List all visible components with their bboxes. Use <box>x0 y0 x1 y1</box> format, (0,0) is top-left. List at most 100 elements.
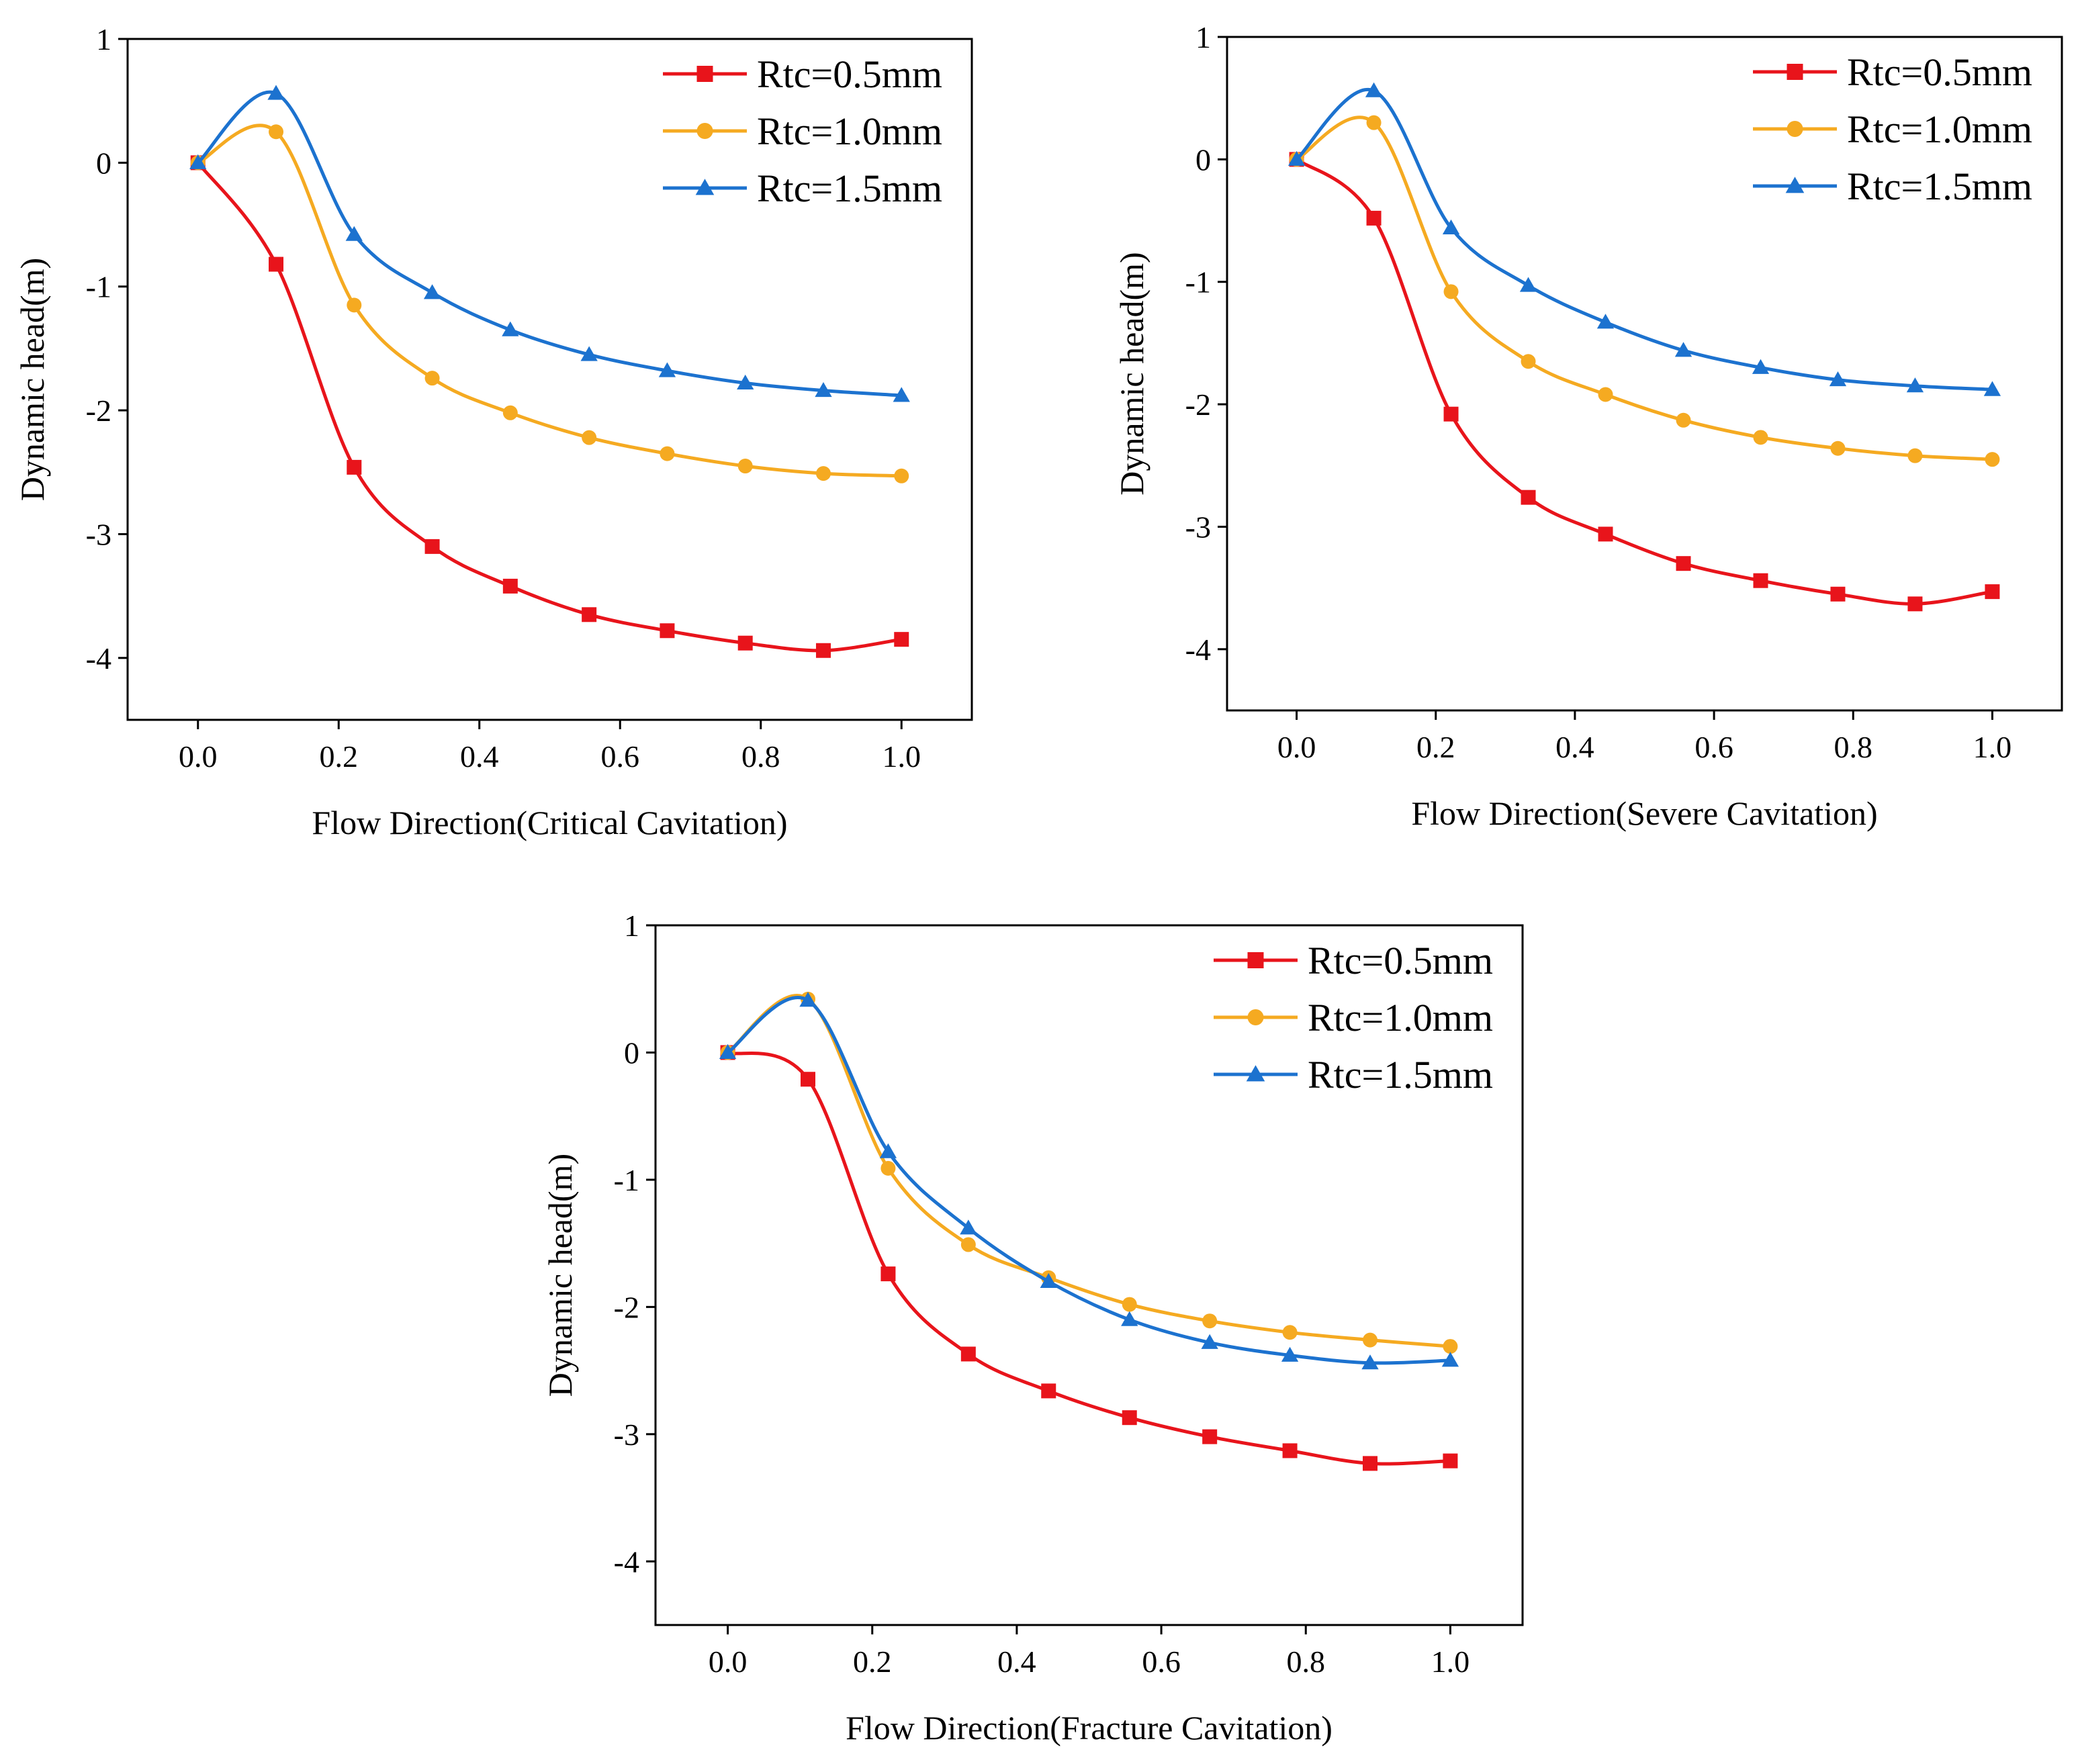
data-point <box>1753 430 1768 445</box>
series-Rtc=1.5mm <box>1288 82 2001 396</box>
data-point <box>1830 586 1846 602</box>
data-point <box>894 468 909 483</box>
data-point <box>502 321 519 336</box>
data-point <box>345 226 363 241</box>
data-point <box>1830 440 1846 456</box>
x-tick-label: 0.6 <box>1695 730 1733 764</box>
y-tick-label: 0 <box>1195 142 1211 177</box>
x-axis-label: Flow Direction(Critical Cavitation) <box>312 804 787 841</box>
data-point <box>1983 381 2001 396</box>
data-point <box>580 346 598 361</box>
data-point <box>1598 387 1613 402</box>
series-Rtc=0.5mm <box>190 155 909 658</box>
legend-label: Rtc=1.0mm <box>1847 107 2032 151</box>
legend-item: Rtc=1.5mm <box>1214 1053 1493 1097</box>
y-tick-label: -2 <box>614 1290 639 1324</box>
data-point <box>1443 1453 1458 1469</box>
legend-marker <box>1787 121 1803 137</box>
data-point <box>1598 526 1613 542</box>
x-axis-label: Flow Direction(Severe Cavitation) <box>1411 794 1877 832</box>
legend-item: Rtc=1.5mm <box>663 167 942 210</box>
data-point <box>1282 1325 1298 1340</box>
data-point <box>1122 1297 1137 1312</box>
y-tick-label: -1 <box>614 1163 639 1197</box>
y-tick-label: 1 <box>96 22 111 56</box>
y-axis-label: Dynamic head(m) <box>541 1154 579 1397</box>
series-line <box>196 161 902 653</box>
x-tick-label: 1.0 <box>883 739 921 774</box>
y-tick-label: -4 <box>614 1544 639 1579</box>
y-tick-label: -3 <box>614 1418 639 1452</box>
data-point <box>658 362 676 377</box>
data-point <box>1985 452 2000 467</box>
data-point <box>660 623 675 639</box>
y-tick-label: 1 <box>1195 20 1211 54</box>
data-point <box>1443 284 1459 299</box>
legend-label: Rtc=1.0mm <box>757 109 942 153</box>
y-tick-label: 0 <box>96 146 111 180</box>
data-point <box>1041 1383 1056 1399</box>
legend-marker <box>1787 64 1803 80</box>
data-point <box>1442 219 1460 234</box>
data-point <box>502 578 518 594</box>
data-point <box>1443 1339 1458 1354</box>
data-point <box>582 430 597 445</box>
legend-label: Rtc=1.5mm <box>1847 165 2032 208</box>
x-tick-label: 0.6 <box>1142 1644 1181 1679</box>
y-tick-label: -3 <box>1185 510 1211 544</box>
legend-item: Rtc=1.5mm <box>1753 165 2032 208</box>
data-point <box>1366 210 1382 226</box>
data-point <box>347 297 362 313</box>
data-point <box>267 85 285 100</box>
data-point <box>1907 448 1923 463</box>
data-point <box>815 643 831 658</box>
data-point <box>879 1143 897 1158</box>
data-point <box>189 154 207 169</box>
y-tick-label: -2 <box>86 393 111 428</box>
legend-item: Rtc=1.0mm <box>1214 996 1493 1039</box>
plot-frame <box>126 38 973 721</box>
data-point <box>424 539 440 554</box>
data-point <box>894 632 909 647</box>
y-tick-label: 1 <box>624 909 639 943</box>
data-point <box>799 992 817 1007</box>
legend-label: Rtc=0.5mm <box>1308 939 1493 982</box>
chart-1: 0.0 0.2 0.4 0.6 0.8 1.0 1 0 -1 -2 -3 -4 Flow Directi… <box>13 22 973 841</box>
x-tick-label: 0.4 <box>460 739 499 774</box>
data-point <box>1907 596 1923 612</box>
plot-frame <box>1226 36 2063 712</box>
y-tick-label: -2 <box>1185 387 1211 422</box>
data-point <box>815 466 831 481</box>
x-tick-label: 0.2 <box>320 739 359 774</box>
legend-marker <box>1247 952 1264 968</box>
data-point <box>1201 1334 1218 1349</box>
legend-item: Rtc=0.5mm <box>663 52 942 96</box>
legend-marker <box>1247 1009 1264 1025</box>
data-point <box>1676 412 1691 428</box>
x-tick-label: 0.2 <box>1416 730 1455 764</box>
data-point <box>893 387 910 402</box>
data-point <box>880 1160 896 1176</box>
data-point <box>1443 406 1459 422</box>
x-axis-label: Flow Direction(Fracture Cavitation) <box>846 1709 1332 1747</box>
legend: Rtc=0.5mm Rtc=1.0mm Rtc=1.5mm <box>663 52 942 210</box>
x-tick-label: 0.0 <box>709 1644 748 1679</box>
series-Rtc=0.5mm <box>1289 152 2000 612</box>
legend-item: Rtc=0.5mm <box>1214 939 1493 982</box>
x-tick-label: 0.6 <box>601 739 640 774</box>
x-tick-label: 0.4 <box>1555 730 1594 764</box>
y-tick-label: -1 <box>1185 265 1211 299</box>
series-Rtc=0.5mm <box>720 1045 1458 1471</box>
legend-marker <box>696 123 713 139</box>
x-tick-label: 0.0 <box>179 739 218 774</box>
data-point <box>1676 556 1691 571</box>
legend-item: Rtc=1.0mm <box>663 109 942 153</box>
data-point <box>1282 1443 1298 1458</box>
series-line <box>1296 158 1993 606</box>
data-point <box>960 1219 977 1235</box>
x-tick-label: 0.2 <box>853 1644 892 1679</box>
data-point <box>1906 377 1924 393</box>
data-point <box>660 446 675 461</box>
data-point <box>1288 150 1306 166</box>
